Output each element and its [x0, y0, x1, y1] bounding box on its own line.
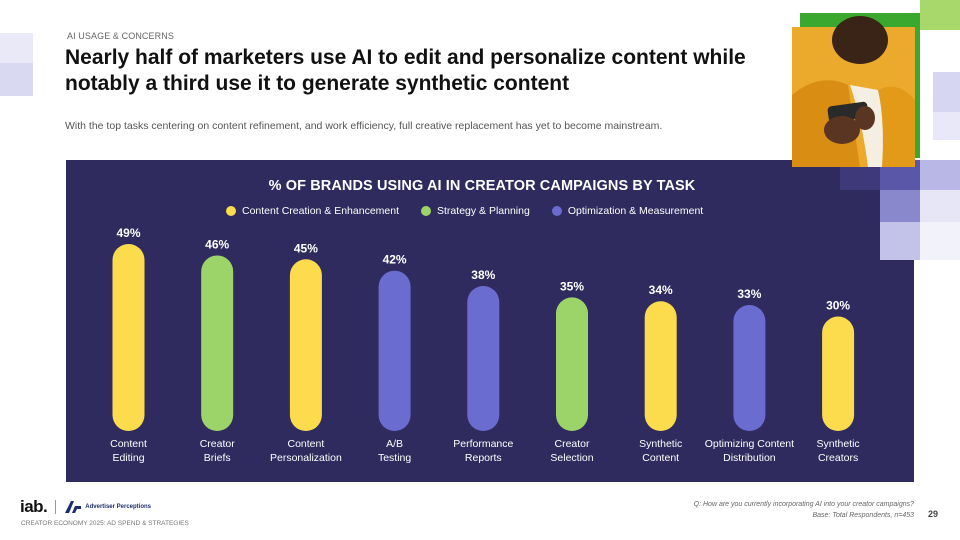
legend-item: Content Creation & Enhancement	[226, 205, 399, 217]
survey-base: Base: Total Respondents, n=453	[812, 512, 914, 519]
category-label: Content	[642, 452, 679, 464]
data-label: 33%	[737, 287, 761, 301]
survey-question: Q: How are you currently incorporating A…	[693, 501, 914, 508]
data-label: 30%	[826, 299, 850, 313]
category-label: Optimizing Content	[705, 438, 794, 450]
bar	[822, 316, 855, 431]
data-label: 45%	[294, 241, 318, 255]
chart-title: % OF BRANDS USING AI IN CREATOR CAMPAIGN…	[0, 177, 960, 195]
category-label: Performance	[453, 438, 513, 450]
category-label: Briefs	[204, 452, 231, 464]
bar	[644, 301, 677, 431]
legend-dot-purple	[551, 206, 562, 216]
footnote: Q: How are you currently incorporating A…	[694, 499, 914, 521]
category-label: Distribution	[723, 452, 776, 464]
category-label: Personalization	[270, 452, 342, 464]
bar	[378, 270, 411, 431]
bar	[201, 255, 234, 431]
page-title: Nearly half of marketers use AI to edit …	[65, 46, 746, 95]
data-label: 46%	[205, 237, 229, 251]
category-label: Editing	[112, 452, 144, 464]
legend-item: Strategy & Planning	[421, 205, 530, 217]
photo-collage	[792, 0, 960, 260]
category-label: Testing	[378, 452, 411, 464]
page-subtitle: With the top tasks centering on content …	[65, 120, 663, 132]
data-label: 35%	[560, 279, 584, 293]
legend-label: Content Creation & Enhancement	[242, 205, 400, 217]
legend-dot-green	[421, 206, 432, 216]
category-label: Creators	[818, 452, 858, 464]
legend-label: Strategy & Planning	[437, 205, 530, 217]
bar	[289, 259, 322, 431]
category-label: Reports	[465, 452, 502, 464]
decorative-square	[0, 33, 33, 63]
bar	[733, 305, 766, 431]
category-label: A/B	[386, 438, 403, 450]
legend-dot-yellow	[226, 206, 236, 216]
page-number: 29	[928, 509, 939, 519]
category-label: Creator	[554, 438, 590, 450]
chart-legend: Content Creation & Enhancement Strategy …	[226, 204, 725, 218]
data-label: 38%	[471, 268, 495, 282]
decorative-square	[0, 63, 33, 96]
bar	[467, 285, 500, 431]
section-eyebrow: AI USAGE & CONCERNS	[67, 31, 174, 41]
data-label: 34%	[649, 283, 673, 297]
chart-title-text: % OF BRANDS USING AI IN CREATOR CAMPAIGN…	[268, 178, 696, 194]
category-label: Selection	[550, 452, 593, 464]
bar	[112, 244, 145, 431]
data-label: 42%	[383, 253, 407, 267]
category-label: Synthetic	[639, 438, 682, 450]
legend-item: Optimization & Measurement	[551, 205, 704, 217]
legend-label: Optimization & Measurement	[567, 205, 704, 217]
bar	[556, 297, 588, 431]
data-label: 49%	[116, 226, 140, 240]
category-label: Creator	[200, 438, 236, 450]
iab-logo: iab.	[20, 497, 48, 516]
category-label: Synthetic	[816, 438, 859, 450]
footer-logos: iab. Advertiser Perceptions	[20, 497, 151, 517]
report-name: CREATOR ECONOMY 2025: AD SPEND & STRATEG…	[21, 520, 189, 527]
logo-divider	[55, 500, 57, 514]
category-label: Content	[288, 438, 325, 450]
category-label: Content	[110, 438, 147, 450]
advertiser-perceptions-logo: Advertiser Perceptions	[85, 503, 151, 510]
advertiser-perceptions-logo-icon	[65, 501, 82, 513]
